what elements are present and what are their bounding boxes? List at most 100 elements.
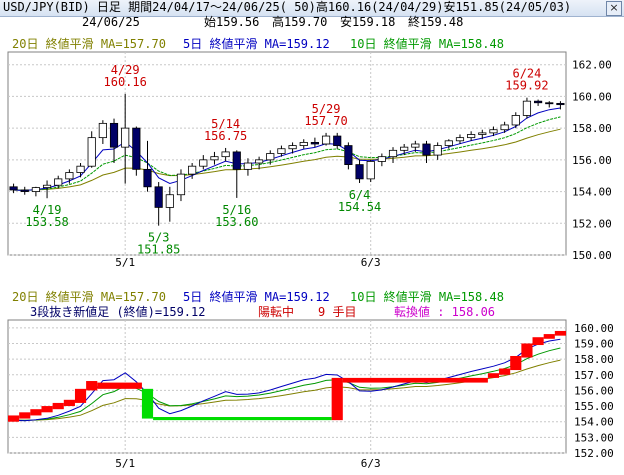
candle-ma5-line xyxy=(13,107,561,192)
candle-body xyxy=(444,140,453,146)
tlb-legend-1: 5日 終値平滑 MA=159.12 xyxy=(183,289,330,304)
candle-body xyxy=(165,194,174,208)
tlb-brick-up xyxy=(8,415,20,422)
candle-ma10-line xyxy=(13,116,561,191)
window-titlebar: USD/JPY(BID) 日足 期間24/04/17～24/06/25( 50)… xyxy=(0,0,624,17)
candle-body xyxy=(333,135,342,146)
tlb-brick-up xyxy=(19,412,31,419)
candle-body xyxy=(210,156,219,161)
candle-body xyxy=(299,141,308,146)
candle-body xyxy=(344,145,353,166)
close-button[interactable]: × xyxy=(606,1,622,16)
candle-body xyxy=(411,143,420,148)
tlb-ytick-label: 157.00 xyxy=(574,369,614,382)
candle-ytick-label: 162.00 xyxy=(572,59,612,72)
candle-body xyxy=(109,122,119,148)
tlb-ytick-label: 158.00 xyxy=(574,353,614,366)
candle-body xyxy=(87,137,96,167)
candle-body xyxy=(467,134,476,139)
candle-body xyxy=(243,162,253,170)
candle-legend-0: 20日 終値平滑 MA=157.70 xyxy=(12,36,166,51)
annotation-high-date: 5/29 xyxy=(312,102,341,116)
candle-body xyxy=(522,100,532,116)
tlb-brick-up xyxy=(86,381,98,391)
candle-body xyxy=(221,151,230,158)
annotation-low-date: 6/4 xyxy=(349,188,371,202)
annotation-high-value: 156.75 xyxy=(204,129,247,143)
candle-body xyxy=(176,173,186,196)
annotation-low-value: 151.85 xyxy=(137,243,180,257)
tlb-brick-up xyxy=(510,355,522,371)
candle-body xyxy=(31,187,40,192)
tlb-brick-down xyxy=(141,388,154,419)
tlb-brick-up xyxy=(63,399,75,407)
tlb-brick-down xyxy=(153,417,332,421)
tlb-brick-up xyxy=(52,402,64,410)
candle-body xyxy=(76,165,85,173)
tlb-ytick-label: 153.00 xyxy=(574,431,614,444)
tlb-legend-0: 20日 終値平滑 MA=157.70 xyxy=(12,289,166,304)
candle-ytick-label: 152.00 xyxy=(572,217,612,230)
tlb-brick-up xyxy=(499,368,511,375)
annotation-low-date: 4/19 xyxy=(33,203,62,217)
annotation-high-date: 6/24 xyxy=(512,67,541,81)
tlb-ytick-label: 154.00 xyxy=(574,416,614,429)
candle-body xyxy=(511,115,520,126)
candle-body xyxy=(121,127,130,148)
candle-body xyxy=(188,165,197,175)
candle-body xyxy=(288,145,297,150)
tlb-brick-up xyxy=(554,330,566,336)
tlb-brick-up xyxy=(97,382,142,389)
candle-body xyxy=(489,129,498,134)
candle-body xyxy=(422,143,431,156)
candle-body xyxy=(366,161,375,180)
candle-ytick-label: 156.00 xyxy=(572,154,612,167)
candle-plot-frame xyxy=(7,51,567,256)
candle-ytick-label: 154.00 xyxy=(572,186,612,199)
tlb-ma10-line xyxy=(13,347,561,421)
candle-body xyxy=(266,153,275,161)
tlb-xtick-label: 5/1 xyxy=(115,457,135,470)
candle-xtick-label: 5/1 xyxy=(115,256,135,269)
candle-body xyxy=(400,146,409,151)
annotation-low-date: 5/16 xyxy=(222,203,251,217)
annotation-low-value: 154.54 xyxy=(338,200,381,214)
tlb-ytick-label: 155.00 xyxy=(574,400,614,413)
tlb-brick-up xyxy=(41,406,53,413)
tlb-brick-up xyxy=(331,377,343,421)
candle-body xyxy=(478,132,487,135)
candle-body xyxy=(65,172,74,180)
candle-ytick-label: 160.00 xyxy=(572,90,612,103)
info-close: 終159.48 xyxy=(408,15,464,29)
candle-body xyxy=(20,189,29,192)
annotation-high-value: 159.92 xyxy=(505,79,548,93)
tlb-ytick-label: 160.00 xyxy=(574,322,614,335)
tlb-status-trend: 陽転中 xyxy=(258,304,294,319)
tlb-brick-up xyxy=(521,343,533,358)
candle-body xyxy=(54,178,63,186)
tlb-ytick-label: 156.00 xyxy=(574,384,614,397)
candle-ytick-label: 150.00 xyxy=(572,249,612,262)
tlb-ma5-line xyxy=(13,338,561,422)
candle-body xyxy=(556,102,565,106)
candle-body xyxy=(388,149,398,158)
tlb-status-prefix: 3段抜き新値足 (終値)=159.12 xyxy=(30,304,205,319)
info-low: 安159.18 xyxy=(340,15,396,29)
annotation-high-value: 160.16 xyxy=(104,75,147,89)
candle-body xyxy=(500,124,509,131)
tlb-brick-up xyxy=(30,409,42,416)
candle-body xyxy=(9,186,18,191)
candle-legend-2: 10日 終値平滑 MA=158.48 xyxy=(350,36,504,51)
candle-xtick-label: 6/3 xyxy=(361,256,381,269)
candle-body xyxy=(455,137,465,142)
candle-body xyxy=(377,156,386,162)
tlb-brick-up xyxy=(543,334,555,339)
candle-legend-1: 5日 終値平滑 MA=159.12 xyxy=(183,36,330,51)
tlb-plot-frame xyxy=(7,319,567,454)
window-title: USD/JPY(BID) 日足 期間24/04/17～24/06/25( 50)… xyxy=(3,0,572,14)
candle-body xyxy=(277,148,286,154)
candle-body xyxy=(132,127,141,170)
tlb-status-reversal: 転換値 : 158.06 xyxy=(394,304,495,319)
close-icon: × xyxy=(609,1,619,14)
